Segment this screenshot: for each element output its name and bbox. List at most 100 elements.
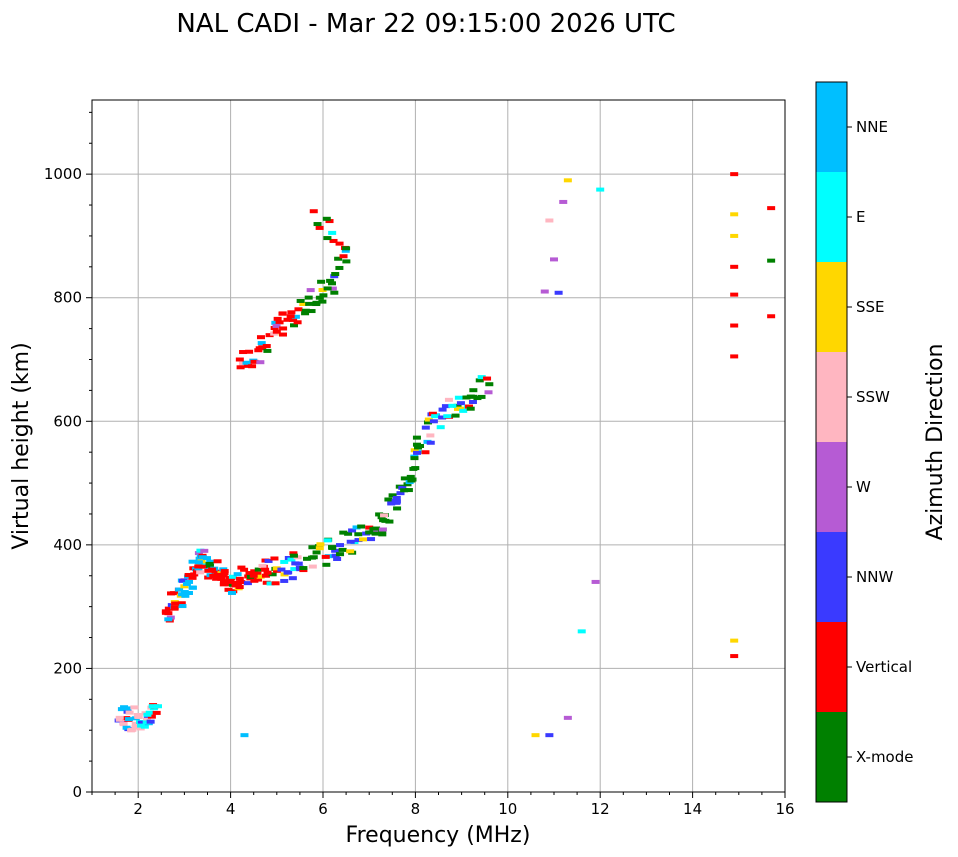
echo-point	[330, 290, 339, 295]
echo-point	[359, 537, 368, 542]
echo-point	[466, 406, 475, 411]
echo-point	[184, 590, 193, 595]
echo-point	[393, 506, 402, 511]
echo-point	[410, 448, 419, 453]
x-axis-ticks: 2 4 6 8 10 12 14 16	[91, 792, 795, 818]
echo-point	[264, 558, 273, 563]
echo-point	[153, 704, 162, 709]
echo-point	[263, 570, 272, 575]
echo-point	[328, 286, 337, 291]
colorbar-label: SSE	[856, 298, 885, 316]
colorbar-title: Azimuth Direction	[923, 343, 948, 540]
echo-point	[365, 530, 374, 535]
echo-point	[303, 556, 312, 561]
echo-point	[438, 407, 447, 412]
echo-point	[436, 425, 445, 430]
echo-point	[531, 733, 540, 738]
echo-point	[413, 450, 422, 455]
echo-point	[322, 216, 331, 221]
echo-point	[288, 576, 297, 581]
echo-point	[245, 349, 254, 354]
echo-point	[730, 264, 739, 269]
echo-point	[131, 725, 140, 730]
colorbar-segment	[816, 442, 847, 532]
echo-point	[299, 566, 308, 571]
echo-point	[398, 485, 407, 490]
echo-point	[182, 581, 191, 586]
echo-point	[278, 332, 287, 337]
echo-point	[540, 289, 549, 294]
echo-point	[164, 617, 173, 622]
echo-point	[319, 293, 328, 298]
echo-point	[272, 566, 281, 571]
echo-point	[275, 320, 284, 325]
echo-point	[379, 518, 388, 523]
echo-point	[198, 555, 207, 560]
x-tick-label: 6	[318, 800, 328, 818]
echo-point	[286, 314, 295, 319]
chart-title: NAL CADI - Mar 22 09:15:00 2026 UTC	[176, 9, 675, 39]
echo-point	[224, 587, 233, 592]
echo-point	[367, 537, 376, 542]
echo-point	[250, 569, 259, 574]
echo-point	[299, 301, 308, 306]
echo-point	[730, 172, 739, 177]
echo-point	[188, 559, 197, 564]
echo-point	[730, 233, 739, 238]
echo-point	[545, 733, 554, 738]
echo-point	[767, 206, 776, 211]
echo-point	[148, 704, 157, 709]
echo-point	[416, 444, 425, 448]
echo-point	[152, 710, 161, 715]
echo-point	[287, 557, 296, 562]
echo-point	[293, 320, 302, 325]
colorbar-segment	[816, 172, 847, 262]
echo-point	[333, 556, 342, 561]
echo-point	[209, 573, 218, 578]
echo-point	[475, 378, 484, 383]
echo-point	[220, 571, 229, 576]
echo-point	[258, 563, 267, 568]
colorbar-segment	[816, 82, 847, 172]
echo-point	[161, 610, 170, 615]
echo-point	[268, 572, 277, 577]
echo-point	[254, 577, 263, 582]
echo-point	[188, 585, 197, 590]
echo-point	[448, 403, 457, 408]
echo-point	[220, 569, 229, 574]
echo-point	[484, 390, 493, 395]
echo-point	[308, 564, 317, 569]
echo-point	[304, 295, 313, 300]
echo-point	[178, 578, 187, 583]
echo-point	[321, 554, 330, 559]
echo-point	[289, 553, 298, 558]
echo-point	[342, 259, 351, 264]
echo-point	[261, 567, 270, 572]
echo-point	[354, 538, 363, 543]
echo-point	[306, 288, 315, 293]
echo-point	[289, 551, 298, 556]
echo-point	[412, 435, 421, 440]
colorbar-segment	[816, 352, 847, 442]
echo-point	[249, 573, 258, 578]
echo-point	[180, 584, 189, 589]
y-tick-label: 800	[53, 289, 82, 307]
echo-point	[307, 309, 316, 314]
echo-point	[441, 404, 450, 409]
echo-point	[194, 564, 203, 569]
echo-point	[219, 582, 228, 587]
echo-point	[294, 307, 303, 312]
echo-point	[164, 606, 173, 611]
echo-point	[271, 581, 280, 586]
echo-point	[299, 568, 308, 573]
echo-point	[459, 408, 468, 413]
echo-point	[263, 348, 272, 353]
echo-point	[550, 257, 558, 262]
echo-point	[312, 550, 321, 555]
colorbar-frame	[815, 81, 848, 803]
echo-point	[378, 527, 387, 532]
echo-point	[545, 218, 554, 223]
echo-point	[265, 333, 274, 338]
colorbar-segment	[816, 532, 847, 622]
